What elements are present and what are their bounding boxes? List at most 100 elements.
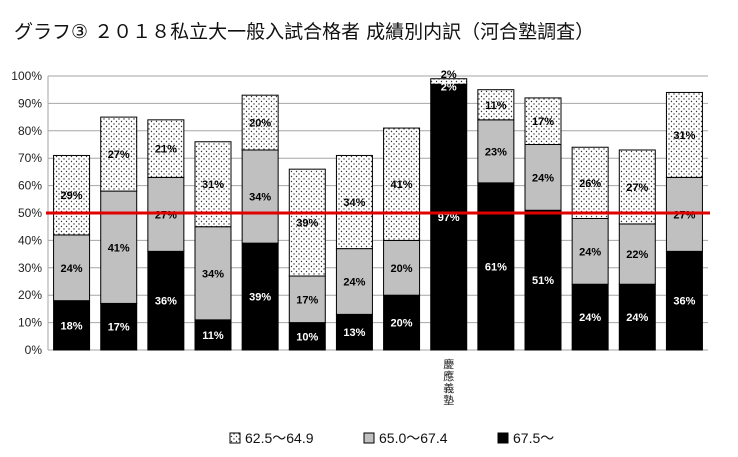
- bar-segment: [241, 242, 279, 351]
- legend-swatch: [229, 432, 241, 444]
- y-tick-label: 90%: [18, 96, 42, 110]
- legend-swatch: [497, 432, 509, 444]
- bar-segment: [100, 190, 138, 304]
- data-label: 39%: [296, 218, 318, 230]
- bar-segment: [383, 294, 421, 351]
- bar-segment: [147, 119, 185, 178]
- data-label: 61%: [485, 261, 507, 273]
- data-label: 17%: [532, 116, 554, 128]
- data-label: 41%: [108, 242, 130, 254]
- bar-segment: [665, 91, 703, 178]
- bar-segment: [477, 182, 515, 351]
- category-label-char: 塾: [443, 393, 454, 407]
- data-label: 34%: [249, 192, 271, 204]
- data-label: 31%: [673, 130, 695, 142]
- bar-segment: [335, 154, 373, 250]
- bar-segment: [571, 217, 609, 285]
- bar-segment: [288, 168, 326, 277]
- bar-segment: [383, 127, 421, 241]
- bar-segment: [524, 144, 562, 211]
- chart-title: グラフ③ ２０１８私立大一般入試合格者 成績別内訳（河合塾調査）: [14, 21, 594, 43]
- data-label: 24%: [61, 263, 83, 275]
- data-label: 97%: [438, 212, 460, 224]
- bar-segment: [53, 300, 91, 351]
- data-label: 17%: [296, 294, 318, 306]
- data-label: 27%: [108, 149, 130, 161]
- bar-segment: [383, 239, 421, 296]
- data-label: 27%: [673, 209, 695, 221]
- data-label: 39%: [249, 292, 271, 304]
- data-label-top: 2%: [441, 69, 457, 81]
- y-tick-label: 40%: [18, 233, 42, 247]
- bar-segment: [618, 283, 656, 351]
- data-label: 23%: [485, 146, 507, 158]
- data-label: 22%: [626, 249, 648, 261]
- data-label: 31%: [202, 179, 224, 191]
- data-labels: 18% 24% 29% 17% 41% 27% 36% 27% 21% 11% 34% 31% 39% 3…: [61, 69, 696, 343]
- bar-segment: [288, 275, 326, 324]
- y-tick-label: 70%: [18, 151, 42, 165]
- y-tick-label: 100%: [11, 69, 42, 83]
- data-label: 41%: [391, 179, 413, 191]
- bar-segment: [241, 94, 279, 151]
- data-label: 29%: [61, 190, 83, 202]
- data-label: 2%: [441, 82, 457, 94]
- bars: [53, 78, 703, 351]
- legend-label: 65.0～67.4: [379, 430, 448, 446]
- bar-segment: [430, 78, 468, 85]
- data-label: 27%: [626, 182, 648, 194]
- legend-swatch: [363, 432, 375, 444]
- y-tick-label: 50%: [18, 206, 42, 220]
- data-label: 21%: [155, 144, 177, 156]
- y-tick-label: 30%: [18, 261, 42, 275]
- data-label: 51%: [532, 275, 554, 287]
- y-tick-label: 80%: [18, 124, 42, 138]
- bar-segment: [194, 226, 232, 321]
- data-label: 24%: [579, 312, 601, 324]
- data-label: 17%: [108, 322, 130, 334]
- data-label: 27%: [155, 209, 177, 221]
- data-label: 24%: [343, 277, 365, 289]
- data-label: 26%: [579, 178, 601, 190]
- category-label-char: 慶: [443, 357, 454, 371]
- data-label: 11%: [202, 330, 224, 342]
- data-label: 24%: [626, 312, 648, 324]
- bar-segment: [147, 250, 185, 351]
- legend-label: 67.5～: [513, 430, 554, 446]
- bar-segment: [335, 313, 373, 351]
- y-tick-label: 20%: [18, 288, 42, 302]
- data-label: 36%: [673, 296, 695, 308]
- bar-segment: [571, 146, 609, 219]
- bar-segment: [524, 97, 562, 145]
- legend-label: 62.5～64.9: [245, 430, 314, 446]
- data-label: 34%: [202, 268, 224, 280]
- bar-segment: [430, 83, 468, 351]
- data-label: 10%: [296, 331, 318, 343]
- data-label: 24%: [532, 172, 554, 184]
- bar-segment: [571, 283, 609, 351]
- data-label: 20%: [249, 118, 271, 130]
- bar-segment: [477, 89, 515, 121]
- data-label: 20%: [391, 263, 413, 275]
- category-label-char: 應: [443, 369, 454, 383]
- bar-segment: [241, 149, 279, 244]
- bar-segment: [100, 116, 138, 192]
- bar-segment: [288, 322, 326, 351]
- data-label: 11%: [485, 100, 507, 112]
- legend: 62.5～64.9 65.0～67.4 67.5～: [229, 430, 554, 446]
- data-label: 24%: [579, 246, 601, 258]
- bar-segment: [53, 154, 91, 236]
- data-label: 34%: [343, 197, 365, 209]
- y-axis-ticks: 0% 10% 20% 30% 40% 50% 60% 70% 80% 90% 100%: [11, 69, 42, 357]
- bar-segment: [524, 209, 562, 351]
- y-tick-label: 60%: [18, 179, 42, 193]
- bar-segment: [194, 319, 232, 351]
- data-label: 13%: [343, 327, 365, 339]
- data-label: 36%: [155, 296, 177, 308]
- data-label: 18%: [61, 320, 83, 332]
- bar-segment: [477, 119, 515, 184]
- category-label-char: 義: [443, 381, 454, 395]
